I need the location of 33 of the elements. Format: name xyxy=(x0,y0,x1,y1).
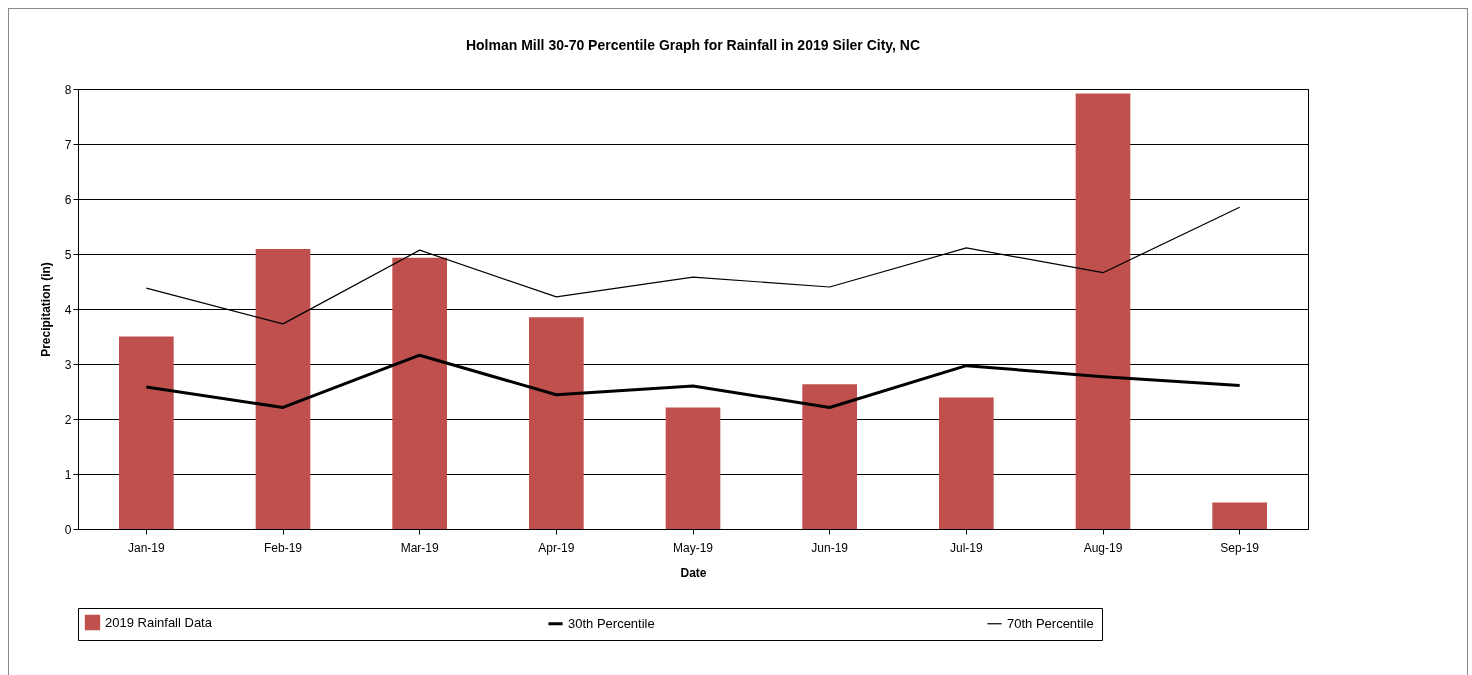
legend-label: 2019 Rainfall Data xyxy=(105,614,213,630)
y-tick-label: 5 xyxy=(64,247,72,262)
y-tick-label: 7 xyxy=(64,137,72,152)
bar xyxy=(1212,502,1267,529)
y-tick-label: 8 xyxy=(64,82,72,97)
y-tick-label: 3 xyxy=(64,357,72,372)
y-tick-label: 4 xyxy=(64,302,72,317)
bar xyxy=(665,407,721,529)
x-tick-label: Sep-19 xyxy=(1220,540,1260,555)
bar xyxy=(1075,93,1131,529)
bar xyxy=(529,317,584,529)
x-tick-label: Feb-19 xyxy=(263,540,303,555)
legend-label: 70th Percentile xyxy=(1007,615,1094,631)
x-tick-label: Apr-19 xyxy=(538,540,575,555)
y-tick-label: 0 xyxy=(64,522,72,537)
y-tick-label: 1 xyxy=(64,467,72,482)
x-tick-label: Jun-19 xyxy=(811,540,849,555)
legend-label: 30th Percentile xyxy=(568,615,655,631)
y-tick-label: 6 xyxy=(64,192,72,207)
y-tick-label: 2 xyxy=(64,412,72,427)
y-axis-title: Precipitation (in) xyxy=(38,262,53,357)
bar xyxy=(939,397,994,529)
x-tick-label: May-19 xyxy=(672,540,714,555)
bar xyxy=(802,384,857,529)
x-tick-label: Aug-19 xyxy=(1083,540,1123,555)
x-tick-label: Mar-19 xyxy=(400,540,439,555)
x-tick-label: Jan-19 xyxy=(127,540,165,555)
bar xyxy=(255,249,311,529)
bar xyxy=(392,257,447,529)
x-tick-label: Jul-19 xyxy=(949,540,983,555)
chart-title: Holman Mill 30-70 Percentile Graph for Rainfall in 2019 Siler City, NC xyxy=(465,37,921,53)
x-axis-title: Date xyxy=(680,565,707,580)
bar xyxy=(119,336,174,529)
